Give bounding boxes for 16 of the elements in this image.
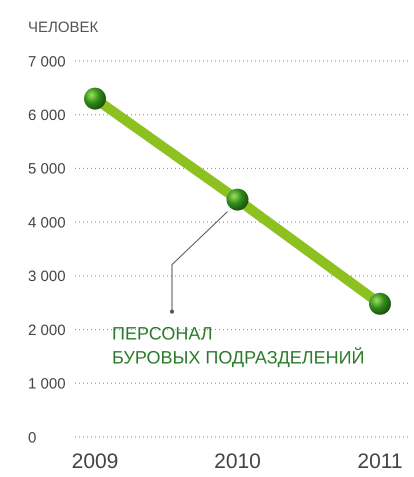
- x-tick-label: 2010: [214, 450, 261, 473]
- y-tick-label: 5 000: [28, 160, 66, 178]
- point: [226, 188, 248, 211]
- y-tick-label: 1 000: [28, 376, 66, 393]
- y-axis-title: ЧЕЛОВЕК: [28, 19, 99, 36]
- x-tick-label: 2011: [357, 450, 403, 473]
- point: [369, 292, 391, 315]
- y-tick-label: 2 000: [28, 322, 66, 339]
- x-tick-label: 2009: [72, 450, 118, 473]
- y-tick-label: 6 000: [28, 106, 66, 124]
- y-tick-label: 3 000: [28, 268, 66, 286]
- legend-label: ПЕРСОНАЛ БУРОВЫХ ПОДРАЗДЕЛЕНИЙ: [112, 324, 364, 368]
- point: [84, 88, 106, 110]
- y-tick-label: 7 000: [28, 53, 66, 70]
- y-tick-label: 4 000: [28, 214, 66, 232]
- y-tick-label: 0: [28, 429, 36, 446]
